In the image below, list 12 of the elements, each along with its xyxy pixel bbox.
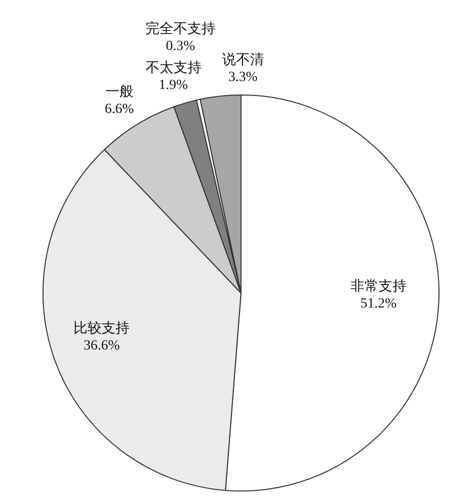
data-label: 3.3% xyxy=(228,70,258,86)
data-label: 36.6% xyxy=(84,338,120,354)
slice-label: 说不清 xyxy=(222,52,264,68)
slice-label: 一般 xyxy=(105,84,134,100)
data-label: 6.6% xyxy=(104,102,134,118)
slice-label: 比较支持 xyxy=(74,320,130,337)
slice-label: 完全不支持 xyxy=(145,21,216,38)
data-label: 0.3% xyxy=(166,39,196,54)
slice-label: 不太支持 xyxy=(145,60,202,76)
data-label: 51.2% xyxy=(360,296,397,312)
slice-label: 非常支持 xyxy=(350,278,406,295)
data-label: 1.9% xyxy=(158,78,188,94)
